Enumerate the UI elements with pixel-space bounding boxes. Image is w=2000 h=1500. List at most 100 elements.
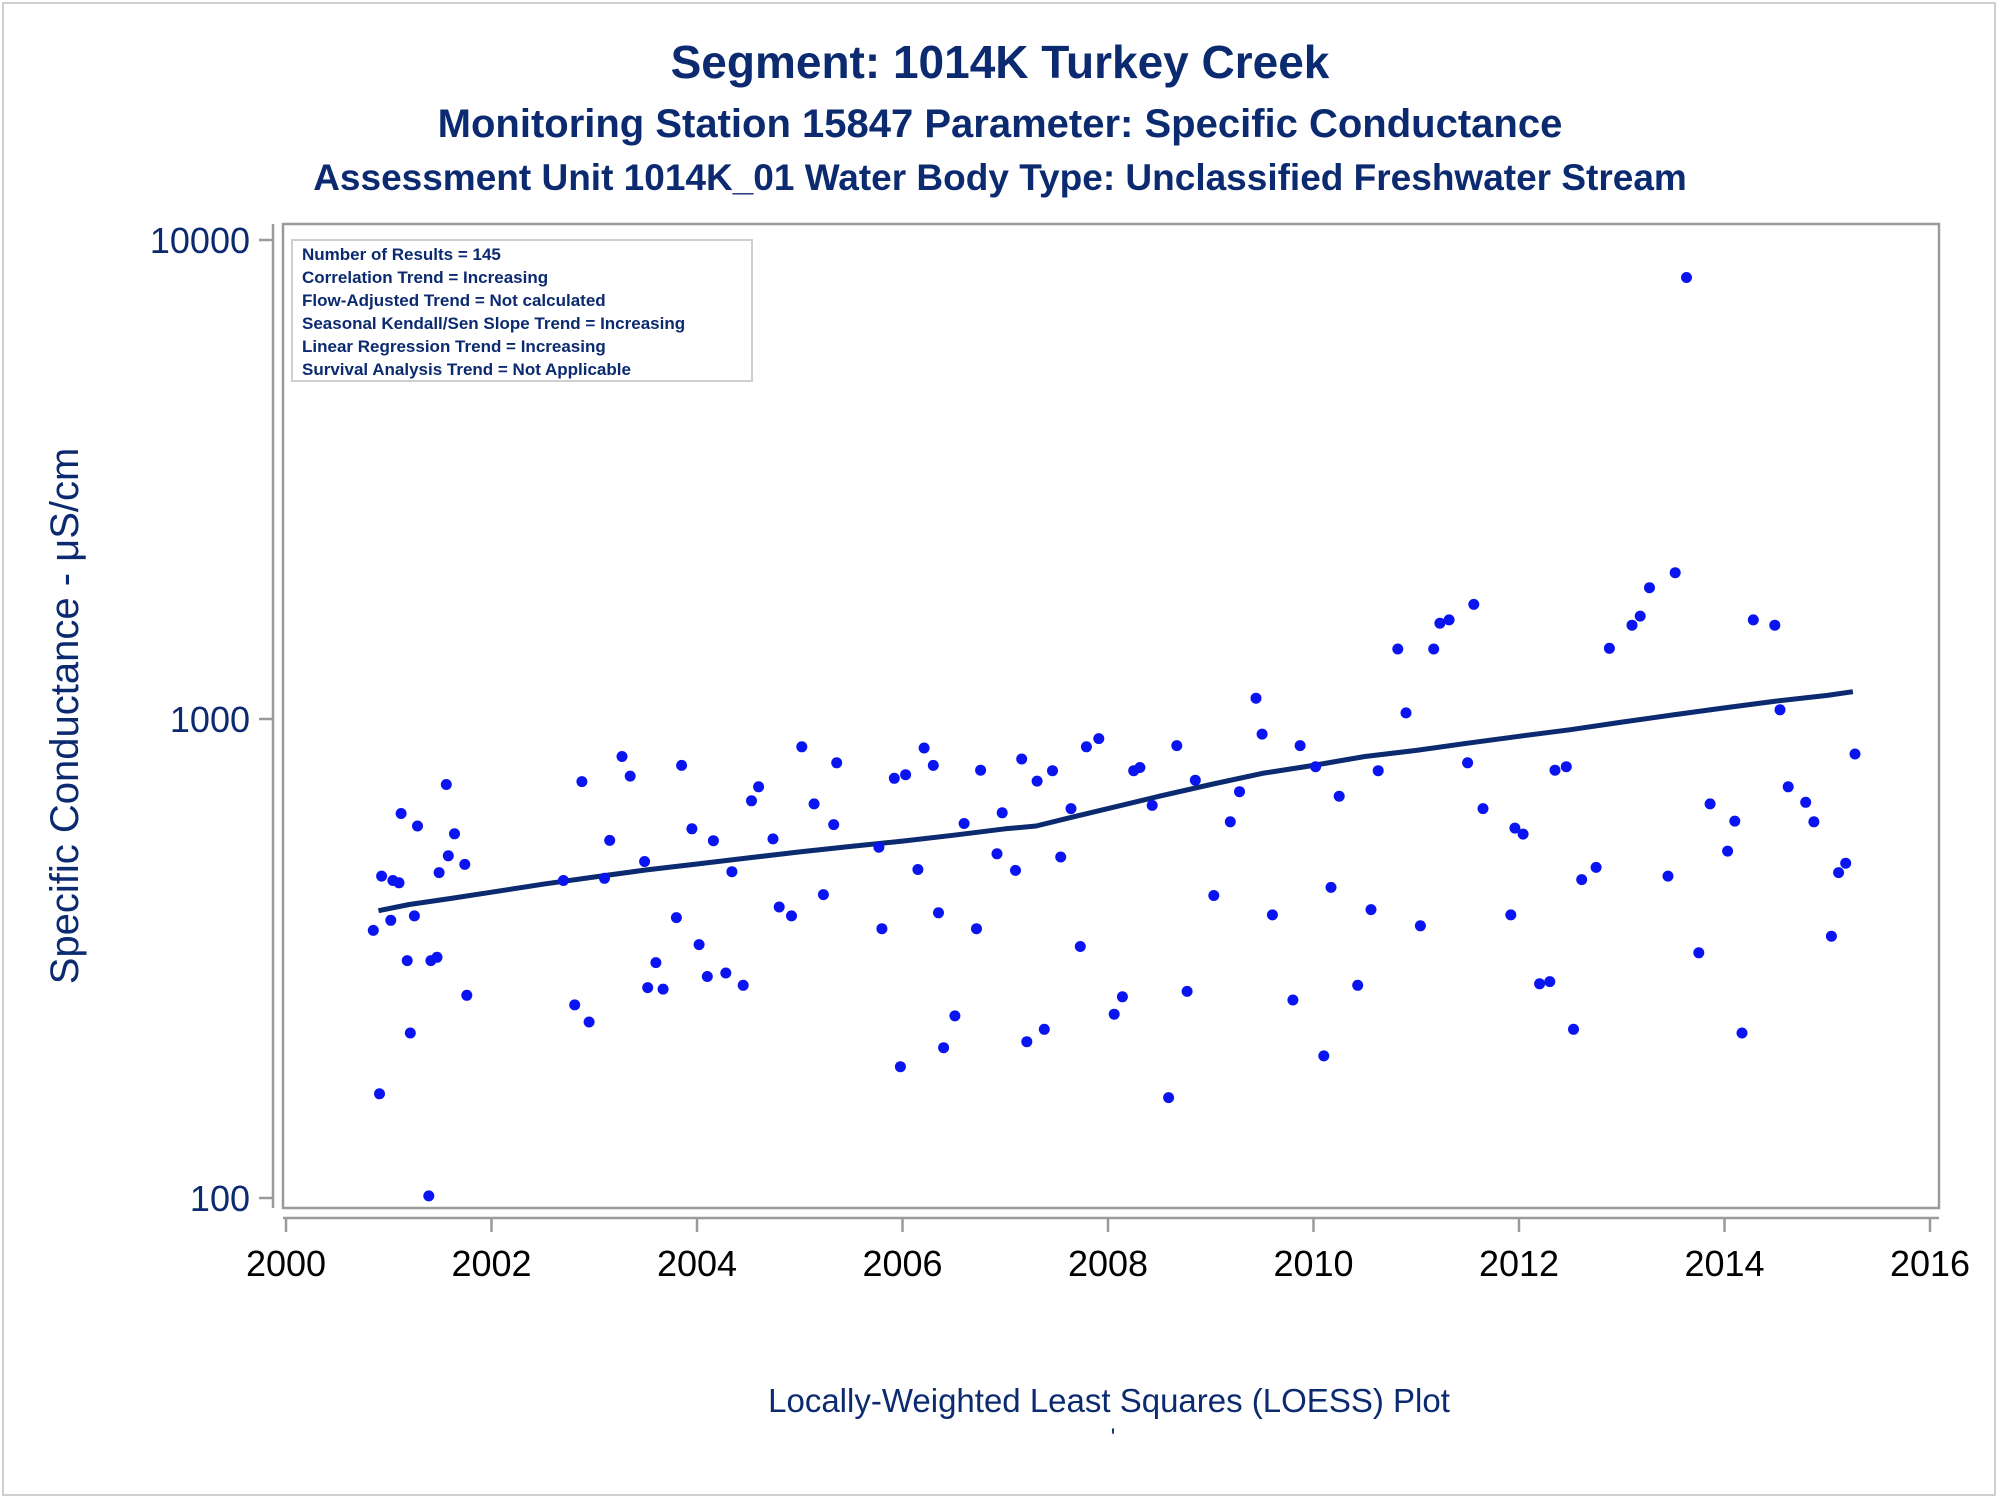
data-point-15	[440, 779, 452, 790]
data-point-28	[639, 856, 651, 867]
data-point-26	[616, 751, 628, 762]
data-point-103	[1400, 707, 1412, 719]
chart-title: Segment: 1014K Turkey Creek	[671, 36, 1330, 88]
data-point-29	[642, 982, 654, 994]
data-point-55	[900, 769, 912, 781]
data-point-78	[1108, 1008, 1120, 1020]
data-point-10	[412, 820, 423, 832]
data-point-106	[1434, 617, 1446, 629]
data-point-2	[376, 870, 388, 882]
data-point-23	[583, 1016, 595, 1028]
data-point-140	[1833, 867, 1845, 879]
data-point-16	[442, 850, 454, 862]
data-point-133	[1747, 614, 1759, 626]
info-box: Number of Results = 145 Correlation Tren…	[291, 239, 753, 382]
data-point-119	[1576, 874, 1588, 886]
data-point-54	[894, 1061, 906, 1073]
data-point-101	[1372, 765, 1384, 777]
data-point-129	[1704, 798, 1716, 810]
data-point-60	[938, 1042, 950, 1054]
data-point-98	[1333, 790, 1345, 802]
data-point-74	[1065, 803, 1077, 815]
data-point-8	[404, 1027, 416, 1039]
y-tick-label-1000: 1000	[170, 699, 250, 740]
data-point-130	[1722, 845, 1734, 857]
data-point-44	[773, 901, 785, 913]
x-tick-label-2010: 2010	[1273, 1243, 1353, 1284]
data-point-118	[1568, 1023, 1579, 1035]
info-line-seasonal-kendall: Seasonal Kendall/Sen Slope Trend = Incre…	[302, 314, 685, 333]
footnote-mark: '	[1111, 1424, 1116, 1451]
data-point-73	[1055, 851, 1067, 863]
x-tick-label-2016: 2016	[1890, 1243, 1970, 1284]
data-point-42	[753, 781, 765, 793]
info-line-linear-regression: Linear Regression Trend = Increasing	[302, 337, 606, 356]
data-point-50	[831, 757, 843, 769]
data-point-20	[557, 875, 569, 886]
data-point-105	[1428, 643, 1440, 655]
data-point-43	[767, 833, 779, 845]
data-point-3	[385, 914, 397, 926]
data-point-75	[1074, 941, 1086, 952]
data-point-7	[401, 955, 413, 967]
x-axis-label: Locally-Weighted Least Squares (LOESS) P…	[768, 1382, 1450, 1419]
data-point-69	[1021, 1036, 1033, 1048]
data-point-59	[933, 907, 944, 919]
data-point-88	[1224, 816, 1236, 828]
data-point-36	[701, 971, 713, 982]
data-point-65	[991, 848, 1003, 860]
data-point-113	[1517, 828, 1529, 840]
data-point-32	[670, 912, 682, 924]
data-point-137	[1800, 796, 1812, 808]
data-point-22	[576, 776, 588, 788]
data-point-128	[1693, 947, 1705, 959]
x-tick-label-2012: 2012	[1479, 1243, 1559, 1284]
data-point-38	[720, 967, 732, 979]
data-point-90	[1250, 692, 1262, 704]
data-point-79	[1116, 991, 1128, 1003]
data-point-116	[1549, 764, 1561, 776]
chart-subtitle-2: Assessment Unit 1014K_01 Water Body Type…	[313, 157, 1687, 198]
data-point-138	[1808, 816, 1820, 828]
data-point-9	[408, 910, 420, 922]
data-point-71	[1038, 1023, 1050, 1035]
data-point-62	[958, 818, 970, 829]
data-point-56	[912, 864, 924, 875]
data-point-0	[367, 924, 379, 936]
data-point-126	[1669, 567, 1681, 579]
data-point-30	[650, 957, 662, 969]
data-point-18	[459, 858, 471, 870]
data-point-124	[1644, 582, 1655, 594]
data-point-85	[1181, 985, 1193, 997]
x-tick-label-2006: 2006	[862, 1243, 942, 1284]
data-point-107	[1443, 614, 1455, 626]
data-point-45	[786, 910, 797, 922]
points-layer	[367, 272, 1861, 1202]
data-point-127	[1681, 272, 1692, 283]
data-point-31	[657, 983, 669, 995]
data-point-112	[1509, 822, 1521, 834]
data-point-21	[569, 999, 581, 1011]
data-point-135	[1774, 704, 1786, 716]
data-point-5	[393, 877, 405, 889]
data-point-141	[1840, 857, 1852, 869]
info-line-survival: Survival Analysis Trend = Not Applicable	[302, 360, 631, 379]
data-point-83	[1163, 1092, 1175, 1104]
plot-area	[281, 222, 1941, 1210]
data-point-123	[1634, 610, 1646, 622]
info-line-correlation: Correlation Trend = Increasing	[302, 268, 548, 287]
data-point-104	[1414, 920, 1426, 932]
data-point-114	[1534, 978, 1546, 990]
data-point-35	[693, 939, 705, 951]
x-tick-label-2002: 2002	[451, 1243, 531, 1284]
data-point-76	[1080, 741, 1092, 753]
data-point-109	[1468, 598, 1480, 610]
data-point-63	[971, 923, 982, 935]
data-point-66	[996, 807, 1008, 819]
x-tick-label-2004: 2004	[657, 1243, 737, 1284]
data-point-70	[1031, 775, 1043, 787]
data-point-61	[949, 1010, 961, 1022]
data-point-89	[1234, 786, 1245, 798]
data-point-87	[1208, 890, 1220, 901]
